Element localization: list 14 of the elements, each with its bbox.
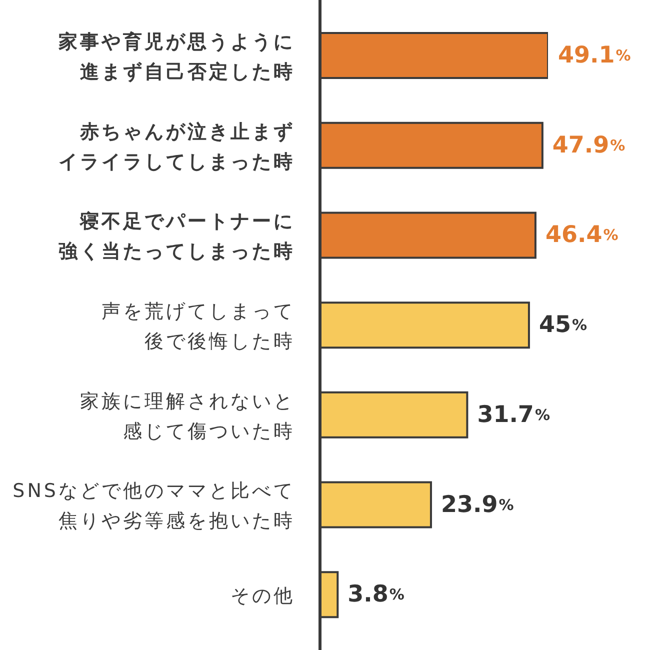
y-tick-label: その他 <box>230 585 295 608</box>
data-label: 49.1% <box>558 42 631 68</box>
y-tick-label: 家事や育児が思うように進まず自己否定した時 <box>58 30 295 83</box>
y-tick-label: 赤ちゃんが泣き止まずイライラしてしまった時 <box>58 120 295 173</box>
data-label: 23.9% <box>440 492 514 518</box>
y-tick-label: SNSなどで他のママと比べて焦りや劣等感を抱いた時 <box>12 480 295 532</box>
data-label: 3.8% <box>348 582 404 608</box>
y-tick-label: 家族に理解されないと感じて傷ついた時 <box>80 390 295 442</box>
y-tick-label: 寝不足でパートナーに強く当たってしまった時 <box>58 210 295 263</box>
data-label: 47.9% <box>552 132 626 158</box>
data-label: 45% <box>538 312 588 338</box>
y-tick-label: 声を荒げてしまって後で後悔した時 <box>102 300 295 352</box>
data-label: 31.7% <box>477 402 550 428</box>
data-label: 46.4% <box>545 222 618 248</box>
